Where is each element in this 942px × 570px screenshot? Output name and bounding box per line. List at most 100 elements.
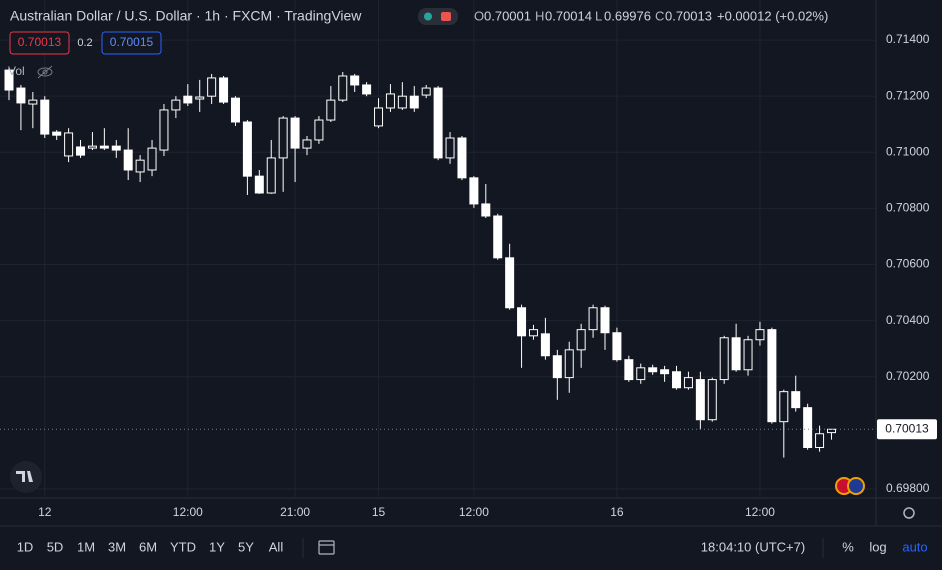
range-button[interactable]: 1Y: [209, 539, 225, 554]
candle-body: [147, 147, 157, 171]
candle-body: [457, 137, 467, 179]
candle-body: [505, 257, 515, 309]
y-tick-label: 0.70800: [886, 201, 930, 215]
candle-body: [4, 69, 14, 91]
status-dot: [424, 12, 432, 21]
candle-body: [743, 339, 753, 371]
candle-body: [683, 377, 693, 389]
buy-button[interactable]: [101, 31, 162, 55]
candle-body: [40, 99, 50, 135]
low-letter: L: [595, 8, 602, 23]
candle-body: [385, 93, 395, 109]
x-tick-label: 12:00: [745, 505, 775, 519]
candle-body: [409, 95, 419, 109]
candle-body: [576, 329, 586, 351]
candle-body: [64, 132, 74, 157]
x-tick-label: 15: [372, 505, 386, 519]
candle-body: [791, 391, 801, 409]
candle-body: [624, 359, 634, 381]
candle-body: [493, 215, 503, 259]
candle-body: [421, 87, 431, 96]
range-button[interactable]: 1M: [77, 539, 95, 554]
candle-body: [362, 84, 372, 95]
candle-body: [87, 145, 97, 149]
y-tick-label: 0.71200: [886, 88, 930, 102]
candle-body: [528, 329, 538, 337]
candle-body: [290, 117, 300, 149]
close-letter: C: [655, 8, 664, 23]
x-tick-label: 12: [38, 505, 52, 519]
candle-body: [242, 121, 252, 177]
log-toggle[interactable]: log: [869, 539, 886, 554]
low-value: 0.69976: [604, 8, 651, 23]
x-tick-label: 21:00: [280, 505, 310, 519]
candle-body: [16, 87, 26, 104]
candle-body: [397, 95, 407, 109]
candle-body: [612, 332, 622, 361]
range-button[interactable]: 5D: [47, 539, 64, 554]
range-button[interactable]: YTD: [170, 539, 196, 554]
percent-toggle[interactable]: %: [842, 539, 854, 554]
candle-body: [779, 391, 789, 423]
y-tick-label: 0.71000: [886, 144, 930, 158]
candle-body: [266, 157, 276, 194]
candle-body: [755, 329, 765, 341]
candle-body: [111, 145, 121, 151]
close-value: 0.70013: [665, 8, 712, 23]
status-icon: [441, 12, 451, 21]
spread: 0.2: [77, 37, 92, 49]
candle-body: [207, 77, 217, 97]
x-tick-label: 16: [610, 505, 624, 519]
candle-body: [219, 77, 229, 103]
candle-body: [159, 109, 169, 151]
candle-body: [600, 307, 610, 334]
sell-price: 0.70013: [18, 35, 62, 49]
candle-body: [803, 407, 813, 448]
candle-body: [826, 428, 836, 434]
range-button[interactable]: 1D: [17, 539, 34, 554]
tv-logo[interactable]: [10, 461, 42, 493]
candle-body: [672, 371, 682, 389]
candle-body: [350, 75, 360, 86]
candle-body: [815, 433, 825, 448]
candle-body: [302, 139, 312, 149]
hide-volume-icon[interactable]: [37, 65, 53, 79]
range-button[interactable]: All: [269, 539, 284, 554]
candle-body: [719, 337, 729, 381]
candle-body: [445, 137, 455, 159]
candle-body: [564, 349, 574, 379]
candle-body: [517, 307, 527, 337]
last-price-tag: [877, 419, 937, 440]
currency-flag: [847, 477, 865, 495]
auto-toggle[interactable]: auto: [902, 539, 927, 554]
x-tick-label: 12:00: [173, 505, 203, 519]
range-button[interactable]: 6M: [139, 539, 157, 554]
candle-body: [481, 203, 491, 217]
symbol-title: Australian Dollar / U.S. Dollar · 1h · F…: [10, 8, 362, 24]
candle-body: [171, 99, 181, 111]
candle-body: [660, 369, 670, 375]
sell-button[interactable]: [9, 31, 70, 55]
range-button[interactable]: 3M: [108, 539, 126, 554]
candle-body: [28, 99, 38, 105]
buy-price: 0.70015: [110, 35, 154, 49]
candle-body: [588, 307, 598, 331]
candle-body: [338, 75, 348, 101]
candle-body: [695, 379, 705, 421]
candle-body: [135, 159, 145, 173]
y-tick-label: 0.71400: [886, 32, 930, 46]
settings-icon[interactable]: [903, 507, 915, 519]
candle-body: [707, 379, 717, 421]
y-tick-label: 0.69800: [886, 481, 930, 495]
candle-body: [314, 119, 324, 141]
candle-body: [99, 145, 109, 149]
high-value: 0.70014: [545, 8, 592, 23]
x-tick-label: 12:00: [459, 505, 489, 519]
y-tick-label: 0.70400: [886, 313, 930, 327]
candles: [0, 68, 876, 458]
date-range-icon[interactable]: [318, 540, 335, 555]
change: +0.00012 (+0.02%): [717, 8, 828, 23]
range-button[interactable]: 5Y: [238, 539, 254, 554]
